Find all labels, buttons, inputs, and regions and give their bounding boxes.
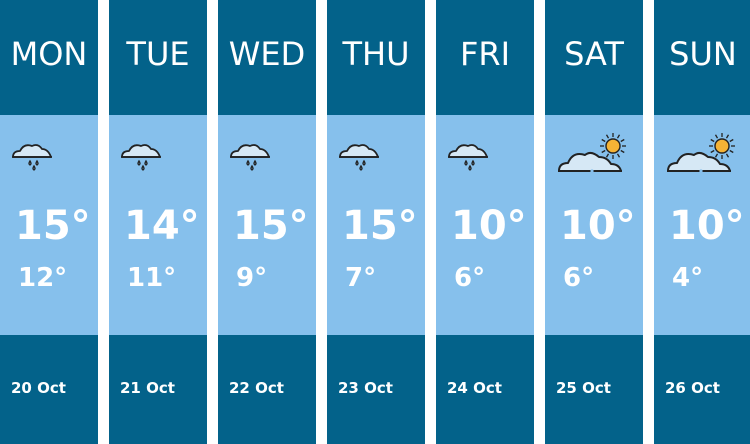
- day-name: TUE: [126, 34, 190, 73]
- low-temp: 11°: [127, 263, 177, 293]
- date-label: 26 Oct: [665, 379, 720, 397]
- day-header: THU: [327, 0, 425, 115]
- day-column: SUN 10° 4° 26 Oct: [654, 0, 750, 444]
- day-footer: 20 Oct: [0, 335, 98, 444]
- day-body: 10° 6°: [436, 115, 534, 335]
- day-footer: 22 Oct: [218, 335, 316, 444]
- day-body: 15° 7°: [327, 115, 425, 335]
- date-label: 24 Oct: [447, 379, 502, 397]
- low-temp: 4°: [672, 263, 704, 293]
- day-header: FRI: [436, 0, 534, 115]
- day-header: MON: [0, 0, 98, 115]
- day-name: THU: [342, 34, 410, 73]
- day-footer: 21 Oct: [109, 335, 207, 444]
- high-temp: 10°: [560, 203, 636, 249]
- day-body: 15° 12°: [0, 115, 98, 335]
- day-name: SAT: [564, 34, 624, 73]
- day-body: 10° 4°: [654, 115, 750, 335]
- day-footer: 25 Oct: [545, 335, 643, 444]
- high-temp: 14°: [124, 203, 200, 249]
- day-body: 14° 11°: [109, 115, 207, 335]
- partly-sunny-icon: [555, 133, 631, 181]
- day-body: 10° 6°: [545, 115, 643, 335]
- date-label: 22 Oct: [229, 379, 284, 397]
- day-header: SUN: [654, 0, 750, 115]
- day-column: MON 15° 12° 20 Oct: [0, 0, 98, 444]
- day-column: THU 15° 7° 23 Oct: [327, 0, 425, 444]
- date-label: 25 Oct: [556, 379, 611, 397]
- rain-cloud-icon: [446, 137, 496, 177]
- low-temp: 6°: [563, 263, 595, 293]
- day-name: SUN: [669, 34, 737, 73]
- high-temp: 10°: [669, 203, 745, 249]
- rain-cloud-icon: [10, 137, 60, 177]
- day-column: WED 15° 9° 22 Oct: [218, 0, 316, 444]
- day-header: SAT: [545, 0, 643, 115]
- day-header: WED: [218, 0, 316, 115]
- partly-sunny-icon: [664, 133, 740, 181]
- high-temp: 10°: [451, 203, 527, 249]
- day-column: SAT 10° 6° 25 Oct: [545, 0, 643, 444]
- day-footer: 26 Oct: [654, 335, 750, 444]
- rain-cloud-icon: [119, 137, 169, 177]
- high-temp: 15°: [15, 203, 91, 249]
- day-footer: 23 Oct: [327, 335, 425, 444]
- high-temp: 15°: [342, 203, 418, 249]
- day-body: 15° 9°: [218, 115, 316, 335]
- day-name: FRI: [459, 34, 511, 73]
- date-label: 20 Oct: [11, 379, 66, 397]
- low-temp: 12°: [18, 263, 68, 293]
- date-label: 23 Oct: [338, 379, 393, 397]
- rain-cloud-icon: [228, 137, 278, 177]
- low-temp: 9°: [236, 263, 268, 293]
- rain-cloud-icon: [337, 137, 387, 177]
- low-temp: 6°: [454, 263, 486, 293]
- day-name: MON: [10, 34, 88, 73]
- day-column: FRI 10° 6° 24 Oct: [436, 0, 534, 444]
- day-column: TUE 14° 11° 21 Oct: [109, 0, 207, 444]
- high-temp: 15°: [233, 203, 309, 249]
- day-name: WED: [228, 34, 306, 73]
- day-header: TUE: [109, 0, 207, 115]
- date-label: 21 Oct: [120, 379, 175, 397]
- day-footer: 24 Oct: [436, 335, 534, 444]
- low-temp: 7°: [345, 263, 377, 293]
